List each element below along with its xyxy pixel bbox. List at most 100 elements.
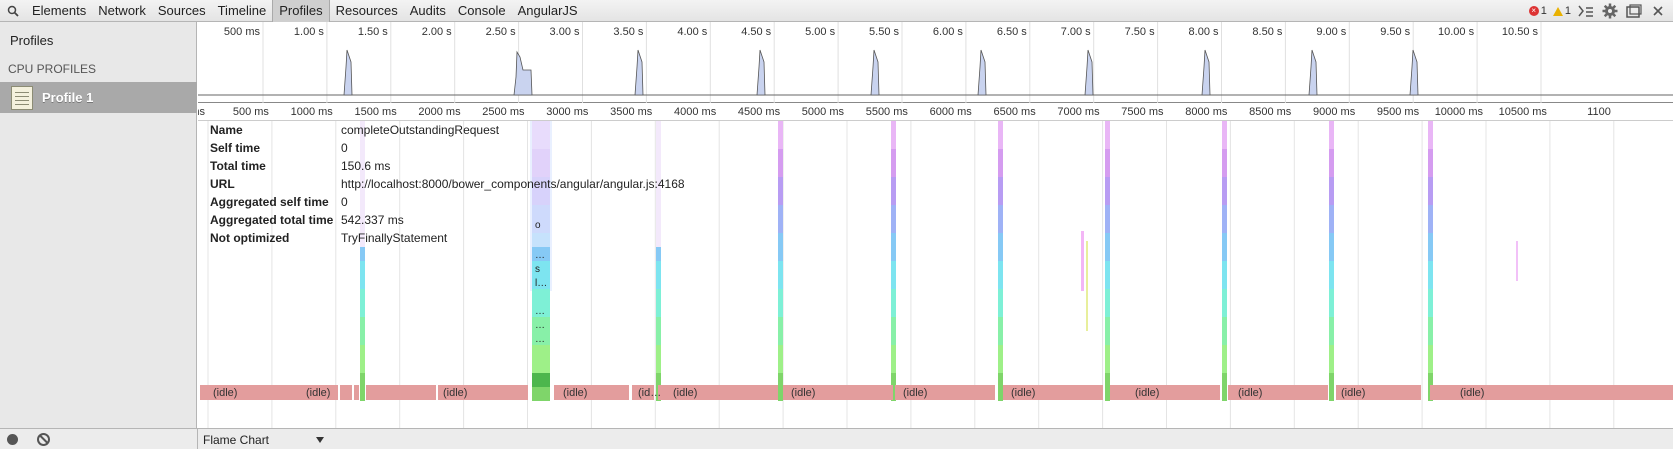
flame-frame[interactable] [360, 317, 365, 331]
flame-frame[interactable] [998, 359, 1003, 373]
flame-frame[interactable] [532, 303, 550, 317]
flame-frame[interactable] [1516, 241, 1518, 281]
search-icon[interactable] [0, 0, 26, 22]
flame-frame[interactable] [998, 303, 1003, 317]
flame-frame[interactable] [891, 247, 896, 261]
flame-frame[interactable] [360, 191, 365, 205]
flame-frame[interactable] [1222, 359, 1227, 373]
flame-frame[interactable] [891, 233, 896, 247]
flame-frame[interactable] [778, 387, 783, 401]
flame-frame[interactable] [656, 191, 661, 205]
flame-frame[interactable] [778, 121, 783, 135]
overview-pane[interactable]: 500 ms 1.00 s 1.50 s 2.00 s 2.50 s 3.00 s 3.50… [198, 22, 1673, 103]
flame-frame[interactable] [532, 149, 550, 163]
idle-frame[interactable] [354, 385, 359, 400]
flame-frame[interactable] [656, 205, 661, 219]
flame-frame[interactable] [778, 317, 783, 331]
flame-frame[interactable] [891, 317, 896, 331]
idle-frame[interactable] [658, 385, 778, 400]
flame-frame[interactable] [778, 303, 783, 317]
record-button[interactable] [7, 434, 18, 445]
flame-frame[interactable] [1329, 303, 1334, 317]
flame-frame[interactable] [532, 331, 550, 345]
idle-frame[interactable] [438, 385, 528, 400]
flame-frame[interactable] [1329, 149, 1334, 163]
flame-frame[interactable] [1428, 177, 1433, 191]
flame-frame[interactable] [360, 387, 365, 401]
flame-frame[interactable] [1222, 317, 1227, 331]
flame-frame[interactable] [778, 359, 783, 373]
flame-chart-panel[interactable]: 500 ms 1.00 s 1.50 s 2.00 s 2.50 s 3.00 s 3.50… [198, 22, 1673, 428]
tab-angularjs[interactable]: AngularJS [517, 2, 578, 18]
tab-resources[interactable]: Resources [335, 2, 398, 18]
flame-frame[interactable] [1222, 135, 1227, 149]
idle-frame[interactable] [1228, 385, 1328, 400]
flame-frame[interactable] [1428, 219, 1433, 233]
flame-frame[interactable] [1105, 275, 1110, 289]
flame-frame[interactable] [1428, 163, 1433, 177]
flame-frame[interactable] [778, 275, 783, 289]
flame-frame[interactable] [1105, 205, 1110, 219]
flame-frame[interactable] [1222, 121, 1227, 135]
view-mode-select[interactable]: Flame Chart [201, 430, 326, 449]
flame-frame[interactable] [778, 261, 783, 275]
flame-frame[interactable] [656, 345, 661, 359]
tab-audits[interactable]: Audits [409, 2, 446, 18]
flame-frame[interactable] [778, 191, 783, 205]
flame-frame[interactable] [1329, 219, 1334, 233]
console-drawer-icon[interactable] [1577, 2, 1595, 20]
flame-frame[interactable] [1329, 191, 1334, 205]
flame-frame[interactable] [360, 233, 365, 247]
idle-frame[interactable] [1110, 385, 1220, 400]
flame-frame[interactable] [998, 317, 1003, 331]
flame-frame[interactable] [360, 121, 365, 135]
flame-frame[interactable] [1105, 219, 1110, 233]
flame-frame[interactable] [998, 135, 1003, 149]
flame-frame[interactable] [656, 163, 661, 177]
flame-frame[interactable] [1428, 233, 1433, 247]
flame-frame[interactable] [360, 275, 365, 289]
flame-frame[interactable] [1222, 247, 1227, 261]
flame-frame[interactable] [532, 191, 550, 205]
flame-frame[interactable] [532, 219, 550, 233]
flame-frame[interactable] [656, 373, 661, 387]
clear-button[interactable] [37, 433, 50, 446]
flame-frame[interactable] [1105, 359, 1110, 373]
flame-frame[interactable] [656, 135, 661, 149]
idle-frame[interactable] [554, 385, 629, 400]
flame-frame[interactable] [1105, 331, 1110, 345]
flame-frame[interactable] [360, 205, 365, 219]
flame-frame[interactable] [778, 149, 783, 163]
flame-frame[interactable] [656, 317, 661, 331]
flame-frame[interactable] [891, 135, 896, 149]
flame-frame[interactable] [891, 177, 896, 191]
flame-frame[interactable] [778, 289, 783, 303]
flame-frame[interactable] [1329, 345, 1334, 359]
flame-frame[interactable] [891, 345, 896, 359]
flame-frame[interactable] [1329, 177, 1334, 191]
flame-frame[interactable] [1105, 317, 1110, 331]
flame-frame[interactable] [1222, 177, 1227, 191]
flame-frame[interactable] [360, 177, 365, 191]
flame-frame[interactable] [1428, 135, 1433, 149]
flame-frame[interactable] [532, 359, 550, 373]
flame-frame[interactable] [778, 331, 783, 345]
flame-frame[interactable] [998, 219, 1003, 233]
flame-frame[interactable] [360, 303, 365, 317]
flame-frame[interactable] [1222, 233, 1227, 247]
flame-frame[interactable] [891, 261, 896, 275]
flame-frame[interactable] [1105, 303, 1110, 317]
flame-frame[interactable] [1222, 331, 1227, 345]
flame-frame[interactable] [360, 135, 365, 149]
flame-frame[interactable] [1329, 373, 1334, 387]
flame-chart[interactable]: … s l… … … … o (idle) (idle) (idle) (idle) (id… (idl… [198, 121, 1673, 428]
flame-frame[interactable] [1428, 121, 1433, 135]
flame-frame[interactable] [1329, 275, 1334, 289]
flame-frame[interactable] [998, 331, 1003, 345]
flame-frame[interactable] [1329, 135, 1334, 149]
flame-frame[interactable] [998, 191, 1003, 205]
flame-frame[interactable] [1428, 345, 1433, 359]
flame-frame[interactable] [1105, 261, 1110, 275]
flame-frame[interactable] [1105, 163, 1110, 177]
tab-profiles[interactable]: Profiles [272, 0, 330, 22]
